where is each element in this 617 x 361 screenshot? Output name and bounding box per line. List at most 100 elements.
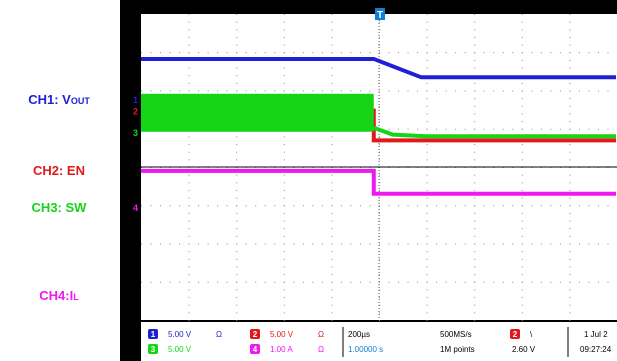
- grid-dot: [474, 98, 476, 100]
- grid-dot: [160, 281, 162, 283]
- grid-dot: [464, 243, 466, 245]
- grid-dot: [559, 205, 561, 207]
- grid-dot: [188, 14, 190, 15]
- grid-dot: [179, 281, 181, 283]
- grid-dot: [474, 281, 476, 283]
- ch3-scale: 5.00 V: [168, 345, 192, 354]
- grid-dot: [464, 52, 466, 54]
- grid-dot: [521, 105, 523, 107]
- grid-dot: [464, 90, 466, 92]
- grid-dot: [283, 151, 285, 153]
- grid-dot: [369, 52, 371, 54]
- ch1-scale: 5.00 V: [168, 330, 192, 339]
- grid-dot: [340, 281, 342, 283]
- grid-dot: [331, 90, 333, 92]
- grid-dot: [369, 205, 371, 207]
- grid-dot: [150, 90, 152, 92]
- grid-dot: [426, 52, 428, 54]
- grid-dot: [217, 90, 219, 92]
- grid-dot: [426, 266, 428, 268]
- grid-dot: [331, 297, 333, 299]
- grid-dot: [369, 243, 371, 245]
- ch2-scale: 5.00 V: [270, 330, 294, 339]
- grid-dot: [179, 90, 181, 92]
- grid-dot: [245, 205, 247, 207]
- grid-dot: [283, 304, 285, 306]
- grid-dot: [283, 90, 285, 92]
- grid-dot: [283, 220, 285, 222]
- grid-dot: [569, 59, 571, 61]
- grid-dot: [331, 151, 333, 153]
- grid-dot: [521, 274, 523, 276]
- grid-dot: [417, 281, 419, 283]
- grid-dot: [245, 52, 247, 54]
- grid-dot: [141, 90, 142, 92]
- grid-dot: [226, 52, 228, 54]
- grid-dot: [331, 29, 333, 31]
- grid-dot: [436, 52, 438, 54]
- grid-dot: [331, 320, 333, 321]
- grid-dot: [255, 90, 257, 92]
- grid-dot: [359, 90, 361, 92]
- grid-dot: [398, 205, 400, 207]
- ch1-impedance: Ω: [216, 330, 222, 339]
- grid-dot: [379, 21, 380, 23]
- grid-dot: [188, 274, 190, 276]
- grid-dot: [283, 52, 285, 54]
- grid-dot: [474, 151, 476, 153]
- grid-dot: [569, 174, 571, 176]
- grid-dot: [169, 205, 171, 207]
- grid-dot: [569, 98, 571, 100]
- grid-dot: [578, 281, 580, 283]
- grid-dot: [540, 205, 542, 207]
- grid-dot: [474, 128, 476, 130]
- grid-dot: [169, 52, 171, 54]
- grid-dot: [359, 52, 361, 54]
- grid-dot: [264, 243, 266, 245]
- grid-dot: [407, 90, 409, 92]
- grid-dot: [436, 281, 438, 283]
- grid-dot: [283, 159, 285, 161]
- grid-dot: [464, 281, 466, 283]
- ch1-status-badge: [148, 329, 158, 339]
- grid-dot: [474, 59, 476, 61]
- grid-dot: [550, 90, 552, 92]
- grid-dot: [569, 159, 571, 161]
- grid-dot: [359, 205, 361, 207]
- grid-dot: [407, 243, 409, 245]
- channel-markers: 1 2 3 4: [133, 95, 138, 213]
- grid-dot: [445, 52, 447, 54]
- grid-dot: [540, 90, 542, 92]
- grid-dot: [407, 52, 409, 54]
- grid-dot: [426, 258, 428, 260]
- grid-dot: [493, 52, 495, 54]
- grid-dot: [521, 235, 523, 237]
- grid-dot: [550, 243, 552, 245]
- grid-dot: [198, 281, 200, 283]
- grid-dot: [188, 82, 190, 84]
- grid-dot: [474, 14, 476, 15]
- grid-dot: [331, 220, 333, 222]
- grid-dot: [474, 258, 476, 260]
- grid-dot: [474, 44, 476, 46]
- grid-dot: [569, 197, 571, 199]
- grid-dot: [283, 243, 285, 245]
- grid-dot: [283, 312, 285, 314]
- grid-dot: [588, 90, 590, 92]
- grid-dot: [398, 281, 400, 283]
- grid-dot: [512, 205, 514, 207]
- grid-dot: [283, 67, 285, 69]
- grid-dot: [160, 205, 162, 207]
- grid-dot: [293, 52, 295, 54]
- grid-dot: [417, 90, 419, 92]
- grid-dot: [236, 205, 238, 207]
- grid-dot: [569, 36, 571, 38]
- grid-dot: [521, 304, 523, 306]
- grid-dot: [521, 258, 523, 260]
- grid-dot: [550, 52, 552, 54]
- grid-dot: [474, 105, 476, 107]
- grid-dot: [331, 312, 333, 314]
- grid-dot: [379, 75, 380, 77]
- grid-dot: [141, 243, 142, 245]
- grid-dot: [483, 52, 485, 54]
